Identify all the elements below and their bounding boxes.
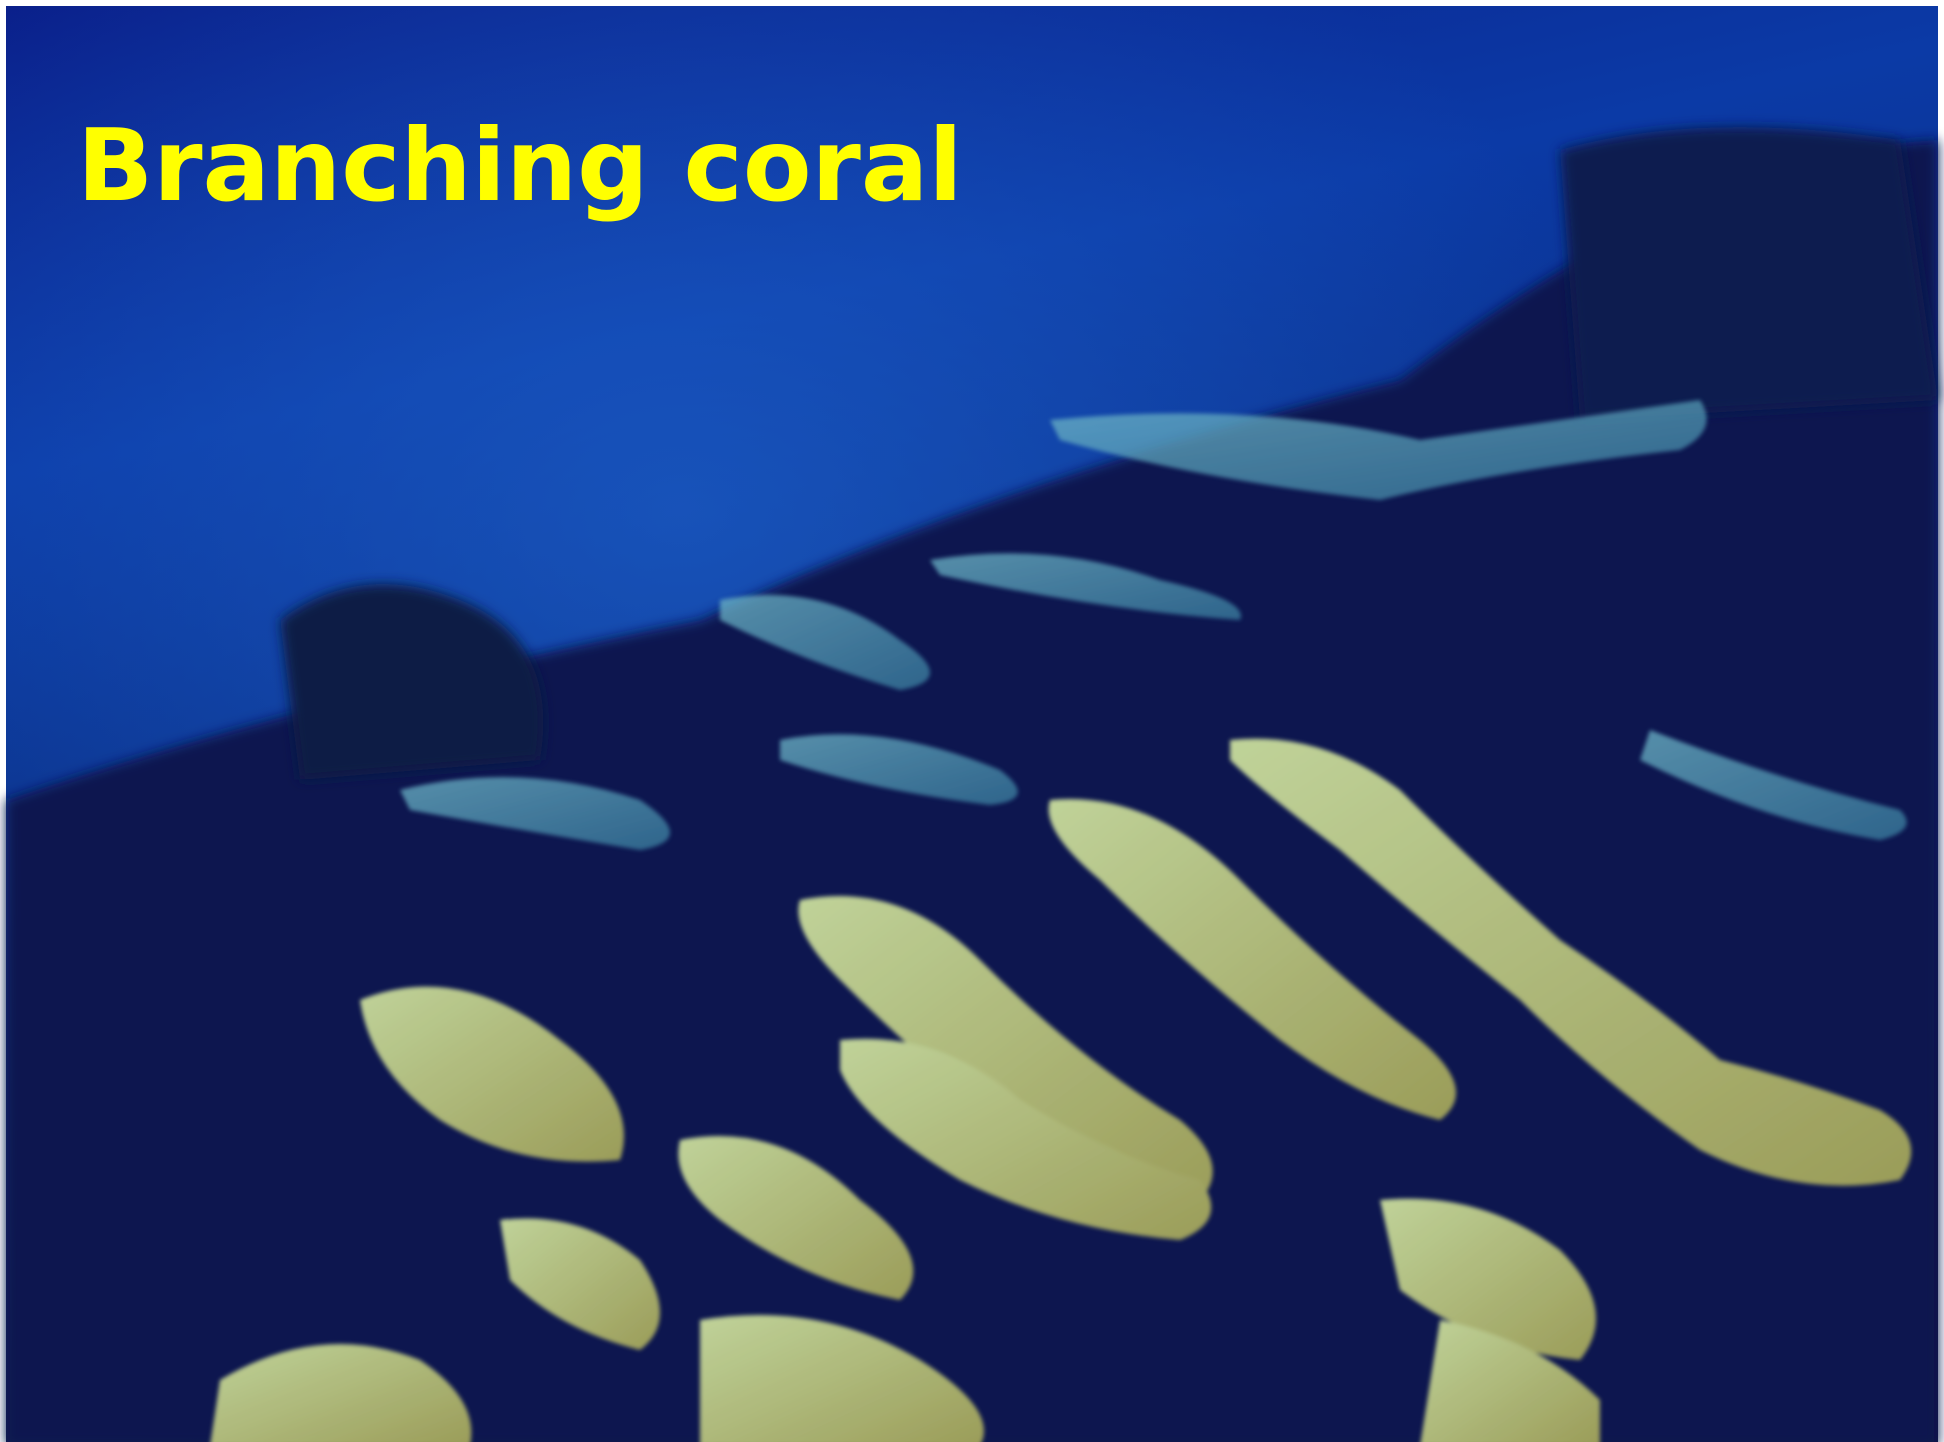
title: Branching coral [77, 107, 963, 224]
photo [6, 6, 1938, 1442]
